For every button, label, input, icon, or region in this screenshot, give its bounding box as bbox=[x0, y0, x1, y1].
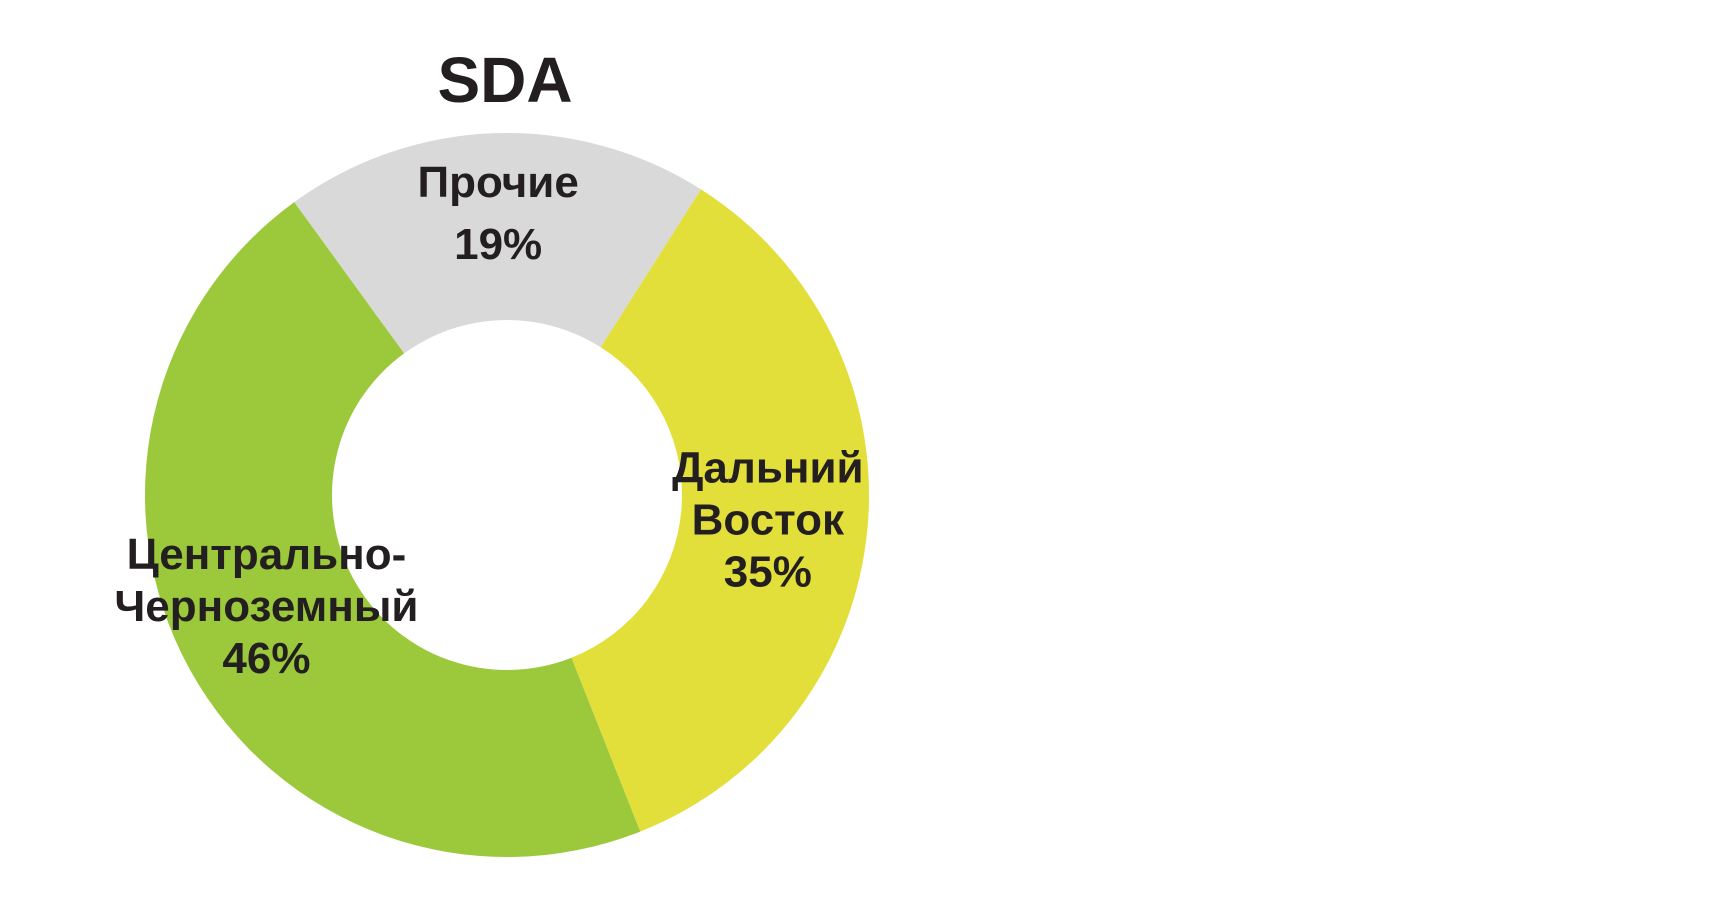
slice-label-2-line-0: Центрально- bbox=[127, 530, 407, 579]
slice-value-2: 46% bbox=[222, 634, 310, 683]
slice-value-0: 19% bbox=[454, 220, 542, 269]
slice-label-0-line-0: Прочие bbox=[417, 158, 578, 207]
donut-slice-0 bbox=[294, 132, 701, 354]
slice-value-1: 35% bbox=[724, 548, 812, 597]
donut-slices bbox=[144, 132, 870, 858]
donut-slice-2 bbox=[144, 202, 641, 858]
slice-label-1-line-0: Дальний bbox=[672, 444, 864, 493]
slice-label-2-line-1: Черноземный bbox=[114, 582, 418, 631]
donut-slice-1 bbox=[571, 189, 870, 832]
chart-title: SDA bbox=[437, 44, 572, 116]
slice-label-1-line-1: Восток bbox=[692, 496, 845, 545]
